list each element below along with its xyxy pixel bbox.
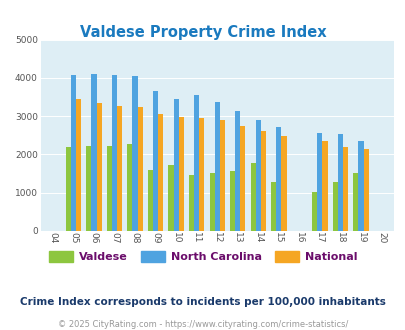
Bar — [230, 171, 234, 231]
Text: Crime Index corresponds to incidents per 100,000 inhabitants: Crime Index corresponds to incidents per… — [20, 297, 385, 307]
Bar — [153, 90, 158, 231]
Bar — [275, 127, 281, 231]
Bar — [117, 106, 122, 231]
Bar — [214, 102, 219, 231]
Bar — [112, 75, 117, 231]
Text: © 2025 CityRating.com - https://www.cityrating.com/crime-statistics/: © 2025 CityRating.com - https://www.city… — [58, 319, 347, 329]
Bar — [178, 117, 183, 231]
Bar — [168, 165, 173, 231]
Bar — [250, 163, 255, 231]
Bar — [91, 74, 96, 231]
Bar — [132, 76, 137, 231]
Bar — [255, 120, 260, 231]
Bar — [158, 114, 163, 231]
Bar — [209, 173, 214, 231]
Bar — [234, 111, 240, 231]
Bar — [260, 131, 265, 231]
Bar — [342, 147, 347, 231]
Bar — [240, 126, 245, 231]
Bar — [317, 133, 322, 231]
Bar — [352, 173, 358, 231]
Bar — [332, 182, 337, 231]
Bar — [96, 103, 101, 231]
Bar — [71, 75, 76, 231]
Bar — [311, 192, 317, 231]
Bar — [337, 134, 342, 231]
Bar — [322, 142, 327, 231]
Bar — [219, 120, 224, 231]
Bar — [199, 118, 204, 231]
Bar — [107, 146, 112, 231]
Bar — [271, 182, 275, 231]
Bar — [66, 147, 71, 231]
Bar — [76, 99, 81, 231]
Bar — [86, 146, 91, 231]
Bar — [147, 170, 153, 231]
Bar — [194, 95, 199, 231]
Text: Valdese Property Crime Index: Valdese Property Crime Index — [79, 25, 326, 40]
Legend: Valdese, North Carolina, National: Valdese, North Carolina, National — [44, 247, 361, 267]
Bar — [127, 144, 132, 231]
Bar — [281, 136, 286, 231]
Bar — [173, 99, 178, 231]
Bar — [362, 149, 368, 231]
Bar — [137, 107, 143, 231]
Bar — [358, 141, 362, 231]
Bar — [188, 176, 194, 231]
